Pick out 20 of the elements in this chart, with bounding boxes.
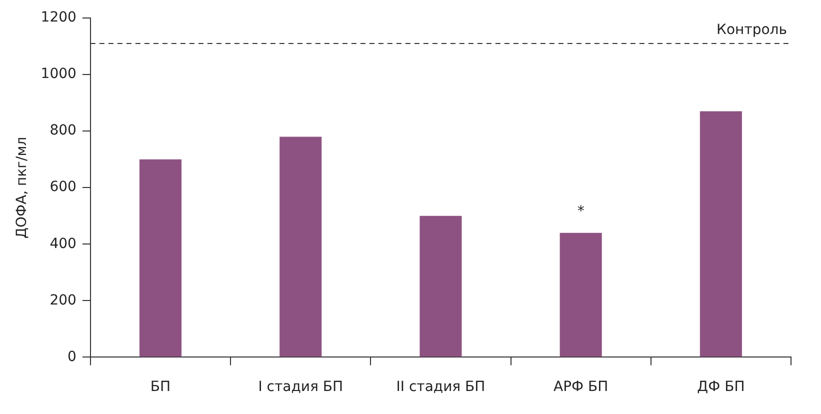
x-tick-label: II стадия БП: [396, 379, 486, 396]
bar: [700, 111, 742, 357]
x-tick-label: ДФ БП: [697, 379, 745, 396]
y-tick-label: 200: [50, 292, 76, 308]
x-tick-label: БП: [150, 379, 171, 396]
y-axis-title: ДОФА, пкг/мл: [14, 136, 30, 238]
x-tick-label: I стадия БП: [258, 379, 343, 396]
bar: [139, 159, 182, 357]
y-tick-label: 1000: [40, 66, 76, 82]
ref-line-label: Контроль: [716, 22, 787, 38]
y-tick-label: 1200: [40, 10, 76, 26]
bar: [420, 216, 462, 357]
annotation: *: [577, 203, 584, 220]
bar: [280, 136, 322, 357]
y-tick-label: 800: [50, 122, 76, 139]
bar: [560, 232, 602, 357]
y-tick-label: 0: [68, 348, 76, 365]
x-tick-label: АРФ БП: [554, 379, 608, 396]
y-tick-label: 400: [50, 236, 76, 252]
y-tick-label: 600: [50, 179, 76, 196]
